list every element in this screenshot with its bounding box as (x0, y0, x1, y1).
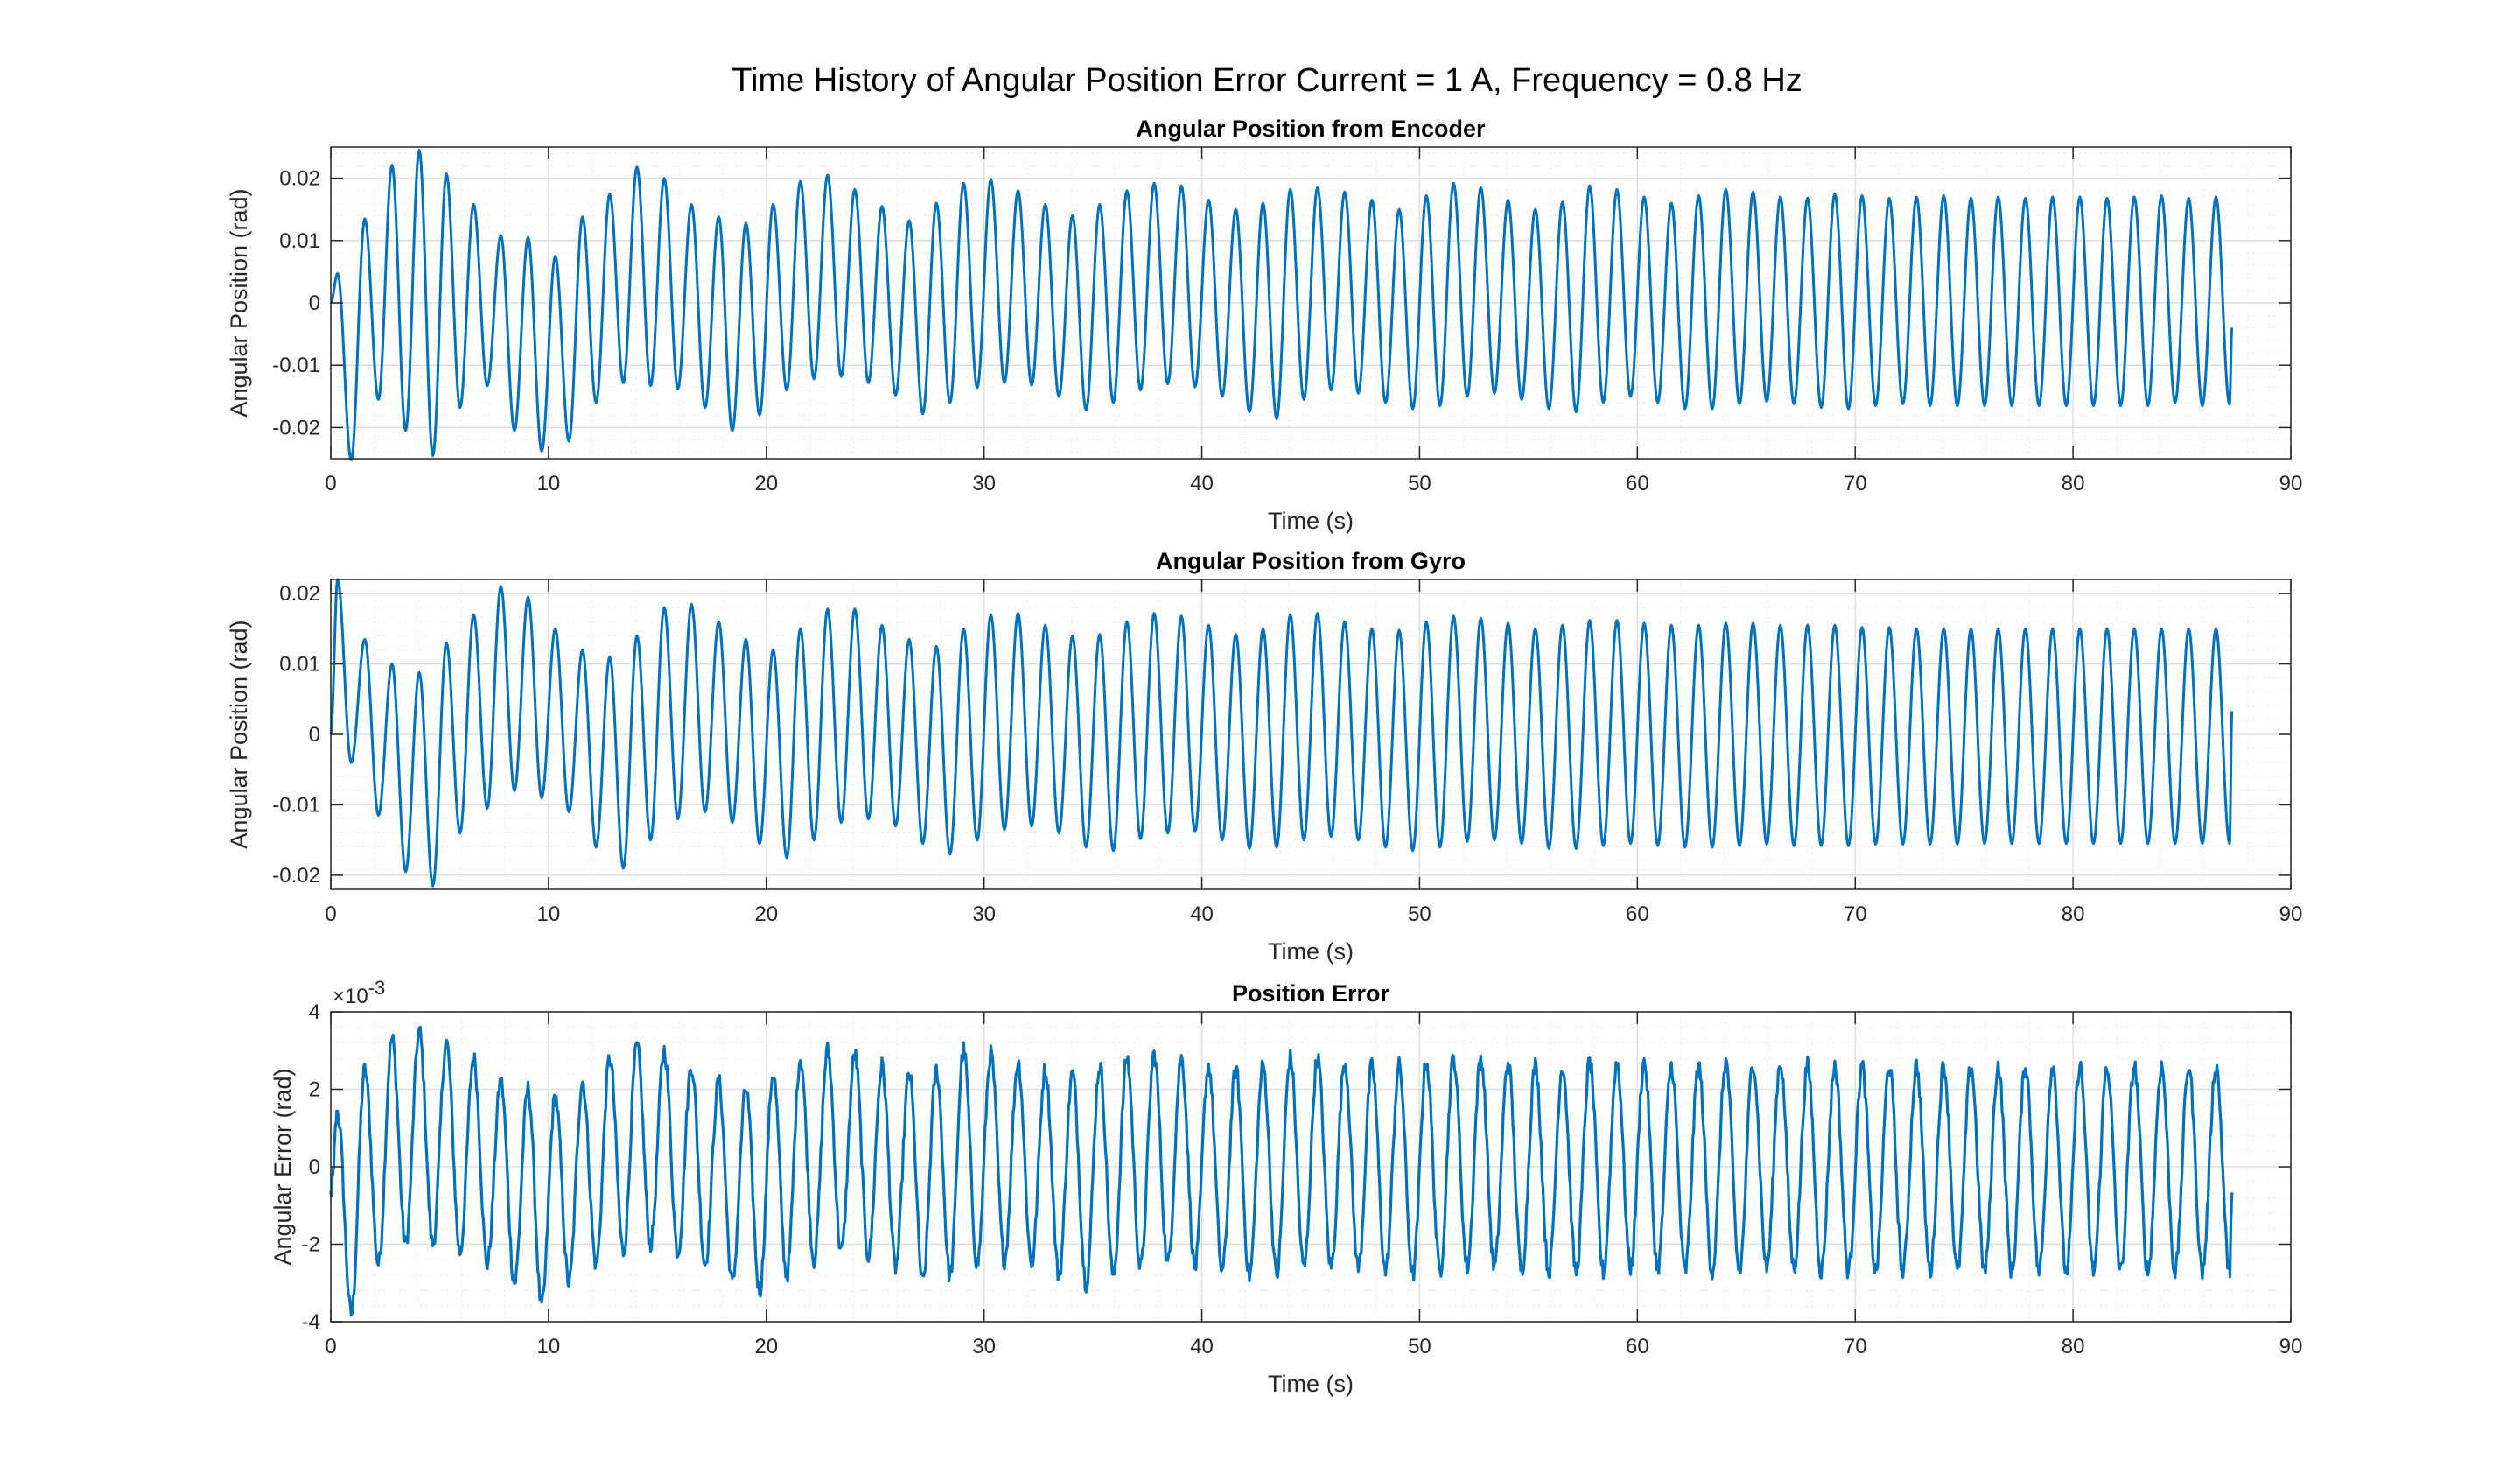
x-tick-label: 50 (1408, 902, 1432, 926)
y-axis-label: Angular Error (rad) (270, 1068, 296, 1265)
y-tick-label: -0.02 (272, 864, 320, 888)
axes-2: 0 10 20 30 40 50 60 70 80 90 -0.02 -0.01 0 0.01 0.02 An… (226, 548, 2302, 965)
x-tick-label: 0 (325, 1335, 336, 1358)
x-tick-label: 30 (972, 472, 996, 495)
series-line-1 (329, 1025, 2234, 1317)
x-tick-label: 80 (2062, 902, 2085, 926)
x-tick-label: 80 (2062, 1335, 2085, 1358)
x-tick-label: 0 (325, 902, 336, 926)
y-tick-label: -2 (302, 1233, 320, 1257)
figure-title: Time History of Angular Position Error C… (732, 62, 1802, 99)
x-tick-label: 40 (1190, 472, 1214, 495)
y-tick-label: 0.01 (279, 229, 320, 253)
x-tick-label: 70 (1844, 1335, 1867, 1358)
y-tick-label: -0.02 (272, 416, 320, 439)
x-tick-label: 60 (1626, 472, 1649, 495)
x-tick-label: 10 (537, 472, 561, 495)
y-tick-label: -4 (302, 1310, 320, 1334)
y-tick-label: -0.01 (272, 793, 320, 817)
x-tick-label: 80 (2062, 472, 2085, 495)
axes-title: Angular Position from Encoder (1136, 116, 1486, 142)
x-axis-label: Time (s) (1268, 508, 1354, 534)
series-line-1 (330, 149, 2234, 461)
x-tick-label: 20 (754, 472, 778, 495)
x-tick-label: 20 (754, 1335, 778, 1358)
y-tick-label: -0.01 (272, 354, 320, 377)
x-tick-label: 90 (2279, 472, 2303, 495)
y-tick-label: 0.02 (279, 582, 320, 606)
x-tick-label: 70 (1844, 472, 1867, 495)
x-tick-label: 0 (325, 472, 336, 495)
y-tick-label: 4 (309, 1000, 320, 1024)
axes-title: Position Error (1232, 980, 1390, 1007)
x-tick-label: 90 (2279, 902, 2303, 926)
x-axis-label: Time (s) (1268, 1371, 1354, 1397)
x-tick-label: 50 (1408, 472, 1432, 495)
x-tick-label: 10 (537, 902, 561, 926)
x-tick-label: 60 (1626, 902, 1649, 926)
x-tick-label: 20 (754, 902, 778, 926)
y-tick-label: 0 (309, 1155, 320, 1179)
x-tick-label: 40 (1190, 1335, 1214, 1358)
x-tick-label: 70 (1844, 902, 1867, 926)
axes-title: Angular Position from Gyro (1156, 548, 1466, 574)
x-tick-label: 60 (1626, 1335, 1649, 1358)
axes-1: 0 10 20 30 40 50 60 70 80 90 -0.02 -0.01 0 0.01 0.02 An… (226, 116, 2302, 534)
y-axis-label: Angular Position (rad) (226, 620, 252, 848)
series-line-1 (329, 578, 2234, 888)
x-axis-label: Time (s) (1268, 938, 1354, 965)
y-tick-label: 0.01 (279, 653, 320, 677)
y-tick-label: 0 (309, 291, 320, 315)
x-tick-label: 50 (1408, 1335, 1432, 1358)
x-tick-label: 10 (537, 1335, 561, 1358)
y-exponent-power: -3 (368, 977, 386, 999)
x-tick-label: 30 (972, 1335, 996, 1358)
y-axis-label: Angular Position (rad) (226, 188, 252, 417)
y-tick-label: 2 (309, 1078, 320, 1102)
y-tick-label: 0.02 (279, 167, 320, 191)
axes-layer: 0 10 20 30 40 50 60 70 80 90-0.02-0.0100.010.02An… (226, 116, 2302, 1397)
y-tick-label: 0 (309, 723, 320, 747)
x-tick-label: 40 (1190, 902, 1214, 926)
x-tick-label: 90 (2279, 1335, 2303, 1358)
x-tick-label: 30 (972, 902, 996, 926)
